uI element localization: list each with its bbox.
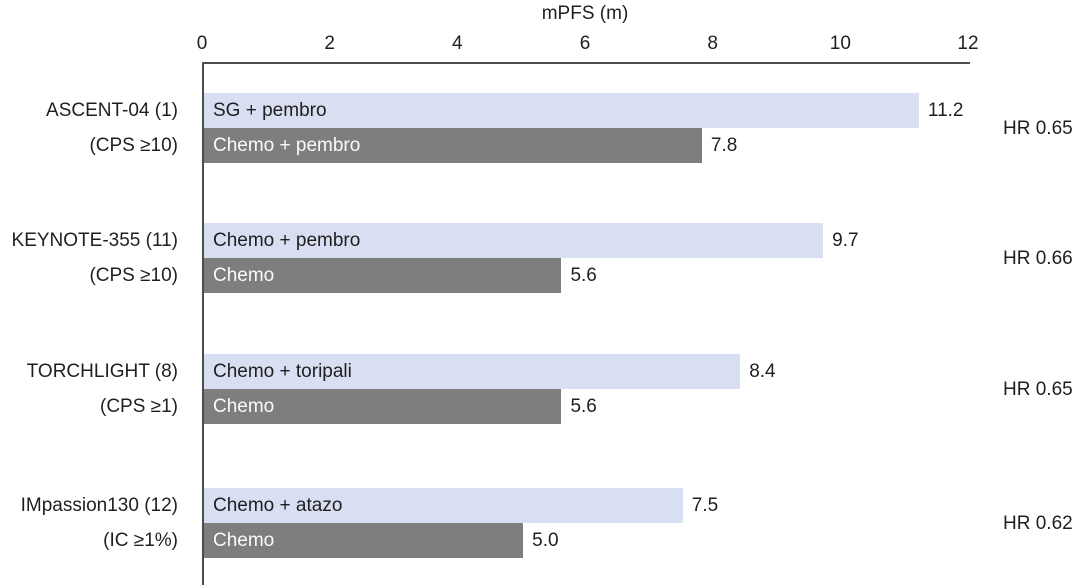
bar-experimental: Chemo + atazo (204, 488, 683, 523)
bar-inner-label: SG + pembro (213, 100, 327, 121)
trial-name: TORCHLIGHT (8) (26, 361, 178, 382)
bar-inner-label: Chemo + toripali (213, 361, 352, 382)
trial-subgroup: (CPS ≥1) (100, 396, 178, 417)
bar-experimental: Chemo + toripali (204, 354, 741, 389)
trial-name: KEYNOTE-355 (11) (11, 230, 178, 251)
bar-inner-label: Chemo + atazo (213, 495, 343, 516)
bar-inner-label: Chemo + pembro (213, 230, 361, 251)
trial-subgroup: (CPS ≥10) (89, 265, 178, 286)
hazard-ratio-label: HR 0.65 (1003, 117, 1073, 139)
bar-value-label: 11.2 (927, 100, 964, 121)
trial-name: IMpassion130 (12) (20, 495, 178, 516)
hazard-ratio-label: HR 0.65 (1003, 378, 1073, 400)
bar-value-label: 5.6 (570, 396, 597, 417)
trial-label: TORCHLIGHT (8) (CPS ≥1) (0, 354, 178, 424)
y-axis-spine (202, 62, 204, 585)
bar-value-label: 9.7 (832, 230, 859, 251)
bar-control: Chemo (204, 258, 562, 293)
bar-value-label: 7.5 (691, 495, 719, 516)
trial-subgroup: (CPS ≥10) (89, 135, 178, 156)
x-tick-label: 10 (829, 33, 851, 54)
x-tick-label: 8 (707, 33, 718, 54)
hazard-ratio-label: HR 0.62 (1003, 512, 1073, 534)
x-tick-label: 4 (452, 33, 463, 54)
trial-label: ASCENT-04 (1) (CPS ≥10) (0, 93, 178, 163)
bar-value-label: 5.6 (570, 265, 597, 286)
hazard-ratio-label: HR 0.66 (1003, 247, 1073, 269)
bar-value-label: 8.4 (749, 361, 776, 382)
trial-subgroup: (IC ≥1%) (103, 530, 178, 551)
trial-label: KEYNOTE-355 (11) (CPS ≥10) (0, 223, 178, 293)
bar-inner-label: Chemo (213, 396, 275, 417)
x-axis-line (202, 62, 970, 64)
bar-inner-label: Chemo + pembro (213, 135, 361, 156)
bar-experimental: Chemo + pembro (204, 223, 824, 258)
bar-value-label: 7.8 (710, 135, 738, 156)
chart-title: mPFS (m) (541, 3, 629, 24)
bar-experimental: SG + pembro (204, 93, 919, 128)
x-tick-label: 2 (324, 33, 335, 54)
bar-inner-label: Chemo (213, 265, 275, 286)
bar-control: Chemo (204, 389, 562, 424)
bar-value-label: 5.0 (532, 530, 559, 551)
trial-name: ASCENT-04 (1) (46, 100, 178, 121)
bar-control: Chemo + pembro (204, 128, 702, 163)
bar-control: Chemo (204, 523, 524, 558)
bar-inner-label: Chemo (213, 530, 275, 551)
x-tick-label: 0 (196, 33, 208, 54)
x-tick-label: 12 (957, 33, 979, 54)
trial-label: IMpassion130 (12) (IC ≥1%) (0, 488, 178, 558)
x-tick-label: 6 (579, 33, 591, 54)
